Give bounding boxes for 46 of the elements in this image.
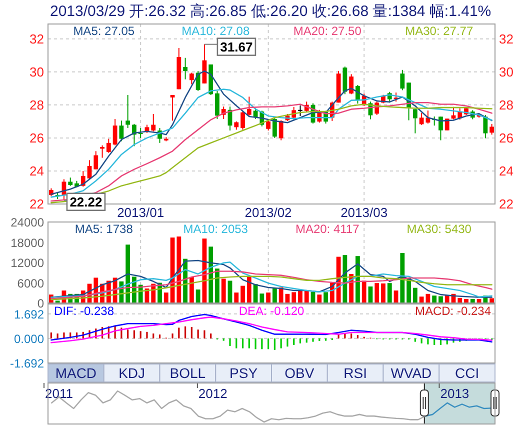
y2-tick-label: 22 bbox=[499, 196, 514, 212]
text: MA5: 27.05 bbox=[73, 24, 135, 38]
y-tick-label: 0.000 bbox=[14, 332, 44, 346]
text: WVAD bbox=[390, 365, 432, 381]
y-tick-label: 24 bbox=[30, 163, 44, 178]
x-tick-label: 2012 bbox=[198, 386, 228, 401]
annotation: 22.22 bbox=[70, 194, 102, 210]
x-tick-label: 2013/03 bbox=[340, 205, 388, 220]
x-tick-label: 2013/01 bbox=[117, 205, 164, 220]
chart-title: 2013/03/29 开:26.32 高:26.85 低:26.20 收:26.68 量:1384 幅:1.41% bbox=[50, 3, 492, 20]
text: MA30: 27.77 bbox=[405, 24, 474, 38]
text: PSY bbox=[230, 365, 258, 381]
y-tick-label: 6000 bbox=[17, 276, 44, 290]
text: MA10: 2053 bbox=[183, 222, 248, 236]
series-label: DIF: -0.238 bbox=[54, 304, 114, 318]
text: MA20: 27.50 bbox=[293, 24, 362, 38]
series-label: DEA: -0.120 bbox=[238, 304, 305, 318]
text: MA30: 5430 bbox=[406, 222, 472, 236]
y-tick-label: 22 bbox=[30, 196, 44, 212]
y-tick-label: 24000 bbox=[10, 216, 44, 230]
text: OBV bbox=[284, 365, 315, 381]
text: CCI bbox=[455, 365, 480, 381]
y-tick-label: 30 bbox=[30, 64, 44, 80]
y2-tick-label: 26 bbox=[499, 130, 514, 146]
text: RSI bbox=[344, 365, 367, 381]
y2-tick-label: 28 bbox=[499, 97, 514, 112]
y-tick-label: 32 bbox=[30, 31, 44, 46]
y-tick-label: -1.692 bbox=[10, 356, 44, 370]
text: MA10: 27.08 bbox=[182, 24, 250, 38]
text: MA5: 1738 bbox=[74, 222, 134, 236]
text: MACD bbox=[55, 365, 97, 381]
text: KDJ bbox=[118, 365, 146, 381]
y-tick-label: 12000 bbox=[10, 256, 44, 270]
series-label: MACD: -0.234 bbox=[414, 304, 492, 318]
y-tick-label: 18000 bbox=[10, 236, 44, 250]
y-tick-label: 26 bbox=[30, 130, 44, 146]
y2-tick-label: 24 bbox=[499, 163, 514, 178]
annotation: 31.67 bbox=[220, 39, 253, 54]
y2-tick-label: 32 bbox=[499, 31, 514, 46]
x-tick-label: 2013/02 bbox=[244, 205, 292, 220]
x-tick-label: 2011 bbox=[45, 386, 73, 401]
text: BOLL bbox=[170, 365, 206, 381]
x-tick-label: 2013 bbox=[440, 386, 470, 401]
text: MA20: 4117 bbox=[295, 222, 360, 236]
y-tick-label: 28 bbox=[30, 97, 44, 112]
y2-tick-label: 30 bbox=[499, 64, 514, 80]
